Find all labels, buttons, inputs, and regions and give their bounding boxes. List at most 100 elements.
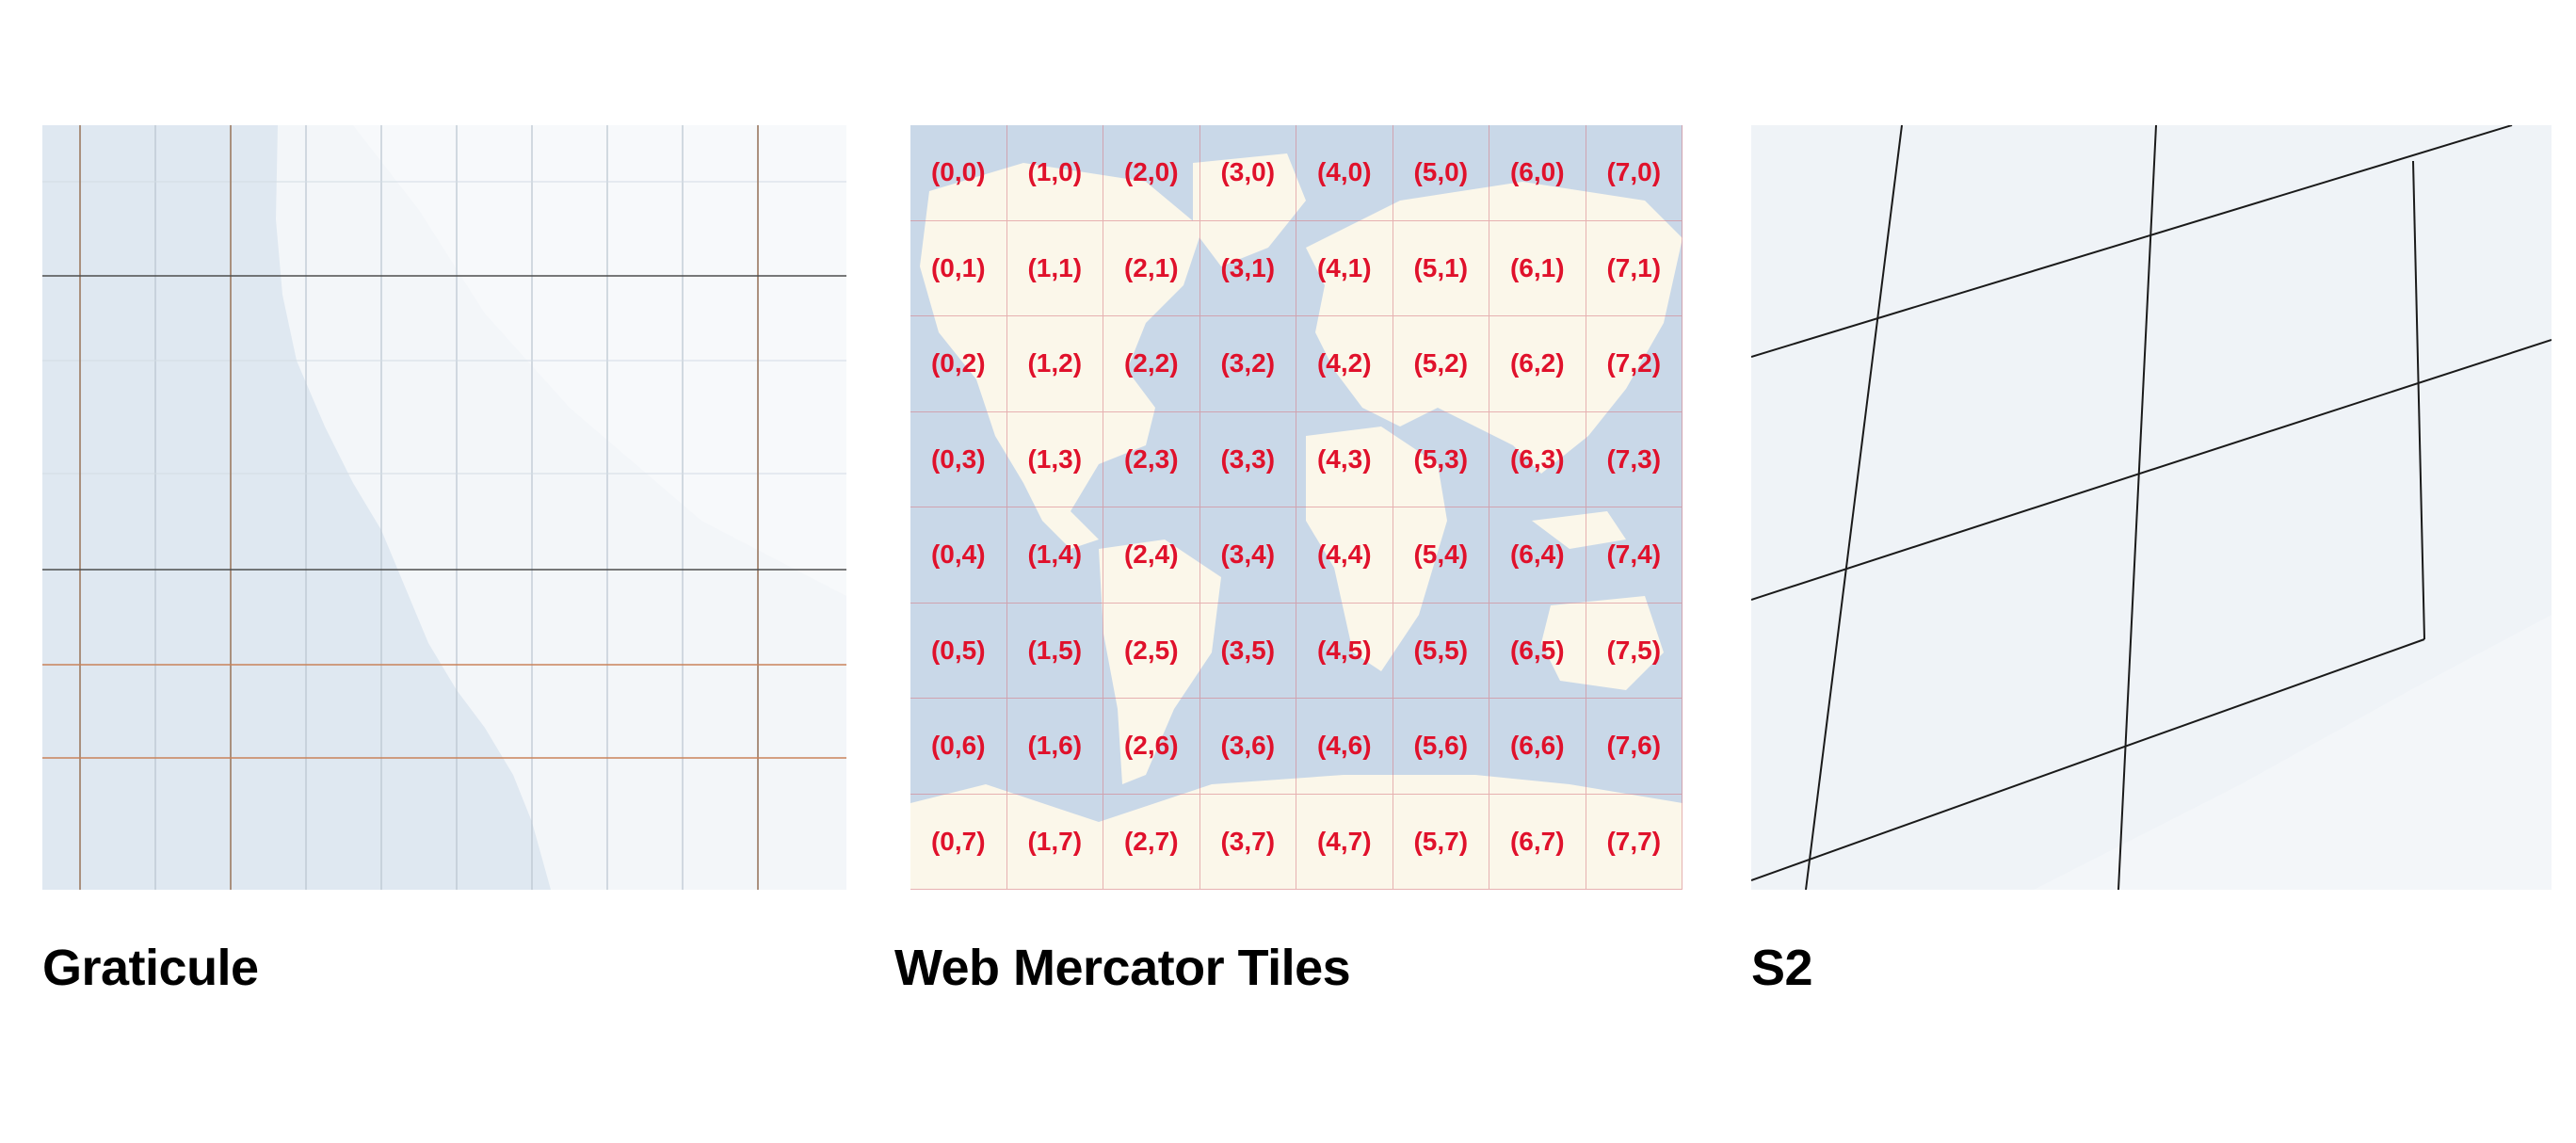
tile-coordinate-label: (0,6) xyxy=(930,731,986,761)
tile-coordinate-label: (2,2) xyxy=(1123,348,1179,378)
tile-cell: (4,5) xyxy=(1296,603,1393,699)
tile-coordinate-label: (0,5) xyxy=(930,635,986,665)
tile-coordinate-label: (7,5) xyxy=(1606,635,1662,665)
tile-cell: (7,0) xyxy=(1586,125,1682,221)
tile-cell: (1,1) xyxy=(1006,220,1103,316)
tile-coordinate-label: (7,7) xyxy=(1606,826,1662,856)
s2-cell-edges xyxy=(1751,125,2552,890)
tile-coordinate-label: (2,0) xyxy=(1123,157,1179,187)
tile-cell: (4,4) xyxy=(1296,507,1393,604)
tile-cell: (5,5) xyxy=(1393,603,1489,699)
tile-cell: (3,3) xyxy=(1199,411,1296,507)
tile-cell: (4,2) xyxy=(1296,316,1393,412)
tile-cell: (0,0) xyxy=(910,125,1007,221)
s2-caption: S2 xyxy=(1751,940,1813,996)
tile-coordinate-label: (5,5) xyxy=(1413,635,1469,665)
tile-coordinate-label: (0,3) xyxy=(930,443,986,474)
tile-coordinate-label: (5,6) xyxy=(1413,731,1469,761)
graticule-meridians xyxy=(79,125,759,890)
tile-coordinate-label: (4,3) xyxy=(1316,443,1372,474)
tile-coordinate-label: (6,5) xyxy=(1509,635,1565,665)
tile-coordinate-label: (1,5) xyxy=(1027,635,1083,665)
tile-cell: (5,3) xyxy=(1393,411,1489,507)
tile-cell: (0,1) xyxy=(910,220,1007,316)
tile-cell: (6,6) xyxy=(1489,699,1586,795)
tile-cell: (3,2) xyxy=(1199,316,1296,412)
tile-cell: (7,2) xyxy=(1586,316,1682,412)
tile-coordinate-label: (2,7) xyxy=(1123,826,1179,856)
tile-coordinate-label: (2,5) xyxy=(1123,635,1179,665)
tile-cell: (2,0) xyxy=(1103,125,1200,221)
tile-coordinate-label: (6,3) xyxy=(1509,443,1565,474)
tile-cell: (7,7) xyxy=(1586,794,1682,890)
tile-coordinate-label: (3,4) xyxy=(1220,539,1276,570)
tile-cell: (6,4) xyxy=(1489,507,1586,604)
tile-coordinate-label: (5,3) xyxy=(1413,443,1469,474)
tile-cell: (2,2) xyxy=(1103,316,1200,412)
tile-coordinate-label: (3,3) xyxy=(1220,443,1276,474)
tile-coordinate-label: (1,3) xyxy=(1027,443,1083,474)
tile-coordinate-label: (4,2) xyxy=(1316,348,1372,378)
tile-cell: (1,0) xyxy=(1006,125,1103,221)
tile-cell: (6,3) xyxy=(1489,411,1586,507)
tile-cell: (3,4) xyxy=(1199,507,1296,604)
tile-cell: (0,5) xyxy=(910,603,1007,699)
tile-coordinate-label: (5,1) xyxy=(1413,252,1469,282)
tile-coordinate-label: (5,4) xyxy=(1413,539,1469,570)
tile-coordinate-label: (5,0) xyxy=(1413,157,1469,187)
tile-coordinate-label: (4,4) xyxy=(1316,539,1372,570)
tile-cell: (1,3) xyxy=(1006,411,1103,507)
tile-coordinate-label: (2,4) xyxy=(1123,539,1179,570)
tile-coordinate-label: (6,1) xyxy=(1509,252,1565,282)
tile-cell: (3,1) xyxy=(1199,220,1296,316)
tile-coordinate-label: (3,2) xyxy=(1220,348,1276,378)
tile-coordinate-label: (6,2) xyxy=(1509,348,1565,378)
tile-cell: (4,0) xyxy=(1296,125,1393,221)
tile-coordinate-label: (3,0) xyxy=(1220,157,1276,187)
tile-cell: (4,3) xyxy=(1296,411,1393,507)
tile-coordinate-label: (7,3) xyxy=(1606,443,1662,474)
tile-cell: (3,7) xyxy=(1199,794,1296,890)
tile-cell: (1,4) xyxy=(1006,507,1103,604)
tile-coordinate-label: (7,4) xyxy=(1606,539,1662,570)
tile-coordinate-label: (4,7) xyxy=(1316,826,1372,856)
tile-coordinate-label: (6,0) xyxy=(1509,157,1565,187)
tile-cell: (0,2) xyxy=(910,316,1007,412)
web-mercator-caption: Web Mercator Tiles xyxy=(894,940,1351,996)
tile-cell: (6,7) xyxy=(1489,794,1586,890)
s2-cell-grid xyxy=(1751,125,2552,890)
tile-coordinate-label: (7,0) xyxy=(1606,157,1662,187)
tile-coordinate-label: (4,1) xyxy=(1316,252,1372,282)
tile-coordinate-label: (0,0) xyxy=(930,157,986,187)
tile-coordinate-label: (6,6) xyxy=(1509,731,1565,761)
tile-cell: (5,2) xyxy=(1393,316,1489,412)
tile-coordinate-label: (7,6) xyxy=(1606,731,1662,761)
tile-cell: (2,5) xyxy=(1103,603,1200,699)
tile-coordinate-label: (4,5) xyxy=(1316,635,1372,665)
world-map xyxy=(910,125,1682,890)
tile-cell: (5,6) xyxy=(1393,699,1489,795)
tile-cell: (2,7) xyxy=(1103,794,1200,890)
tile-cell: (0,4) xyxy=(910,507,1007,604)
tile-cell: (7,3) xyxy=(1586,411,1682,507)
tile-cell: (2,3) xyxy=(1103,411,1200,507)
tile-cell: (5,4) xyxy=(1393,507,1489,604)
tile-cell: (5,1) xyxy=(1393,220,1489,316)
tile-coordinate-label: (7,2) xyxy=(1606,348,1662,378)
tile-cell: (0,6) xyxy=(910,699,1007,795)
tile-coordinate-label: (0,2) xyxy=(930,348,986,378)
graticule-map xyxy=(42,125,846,890)
tile-cell: (2,4) xyxy=(1103,507,1200,604)
tile-grid: (0,0) (1,0) (2,0) (3,0) (4,0) (5,0) (6,0) (7,0)… xyxy=(910,125,1682,890)
tile-cell: (5,7) xyxy=(1393,794,1489,890)
tile-cell: (5,0) xyxy=(1393,125,1489,221)
web-mercator-panel: (0,0) (1,0) (2,0) (3,0) (4,0) (5,0) (6,0) (7,0)… xyxy=(910,125,1682,890)
tile-coordinate-label: (0,7) xyxy=(930,826,986,856)
tile-coordinate-label: (1,0) xyxy=(1027,157,1083,187)
tile-cell: (6,2) xyxy=(1489,316,1586,412)
tile-cell: (4,6) xyxy=(1296,699,1393,795)
tile-cell: (1,2) xyxy=(1006,316,1103,412)
tile-coordinate-label: (6,4) xyxy=(1509,539,1565,570)
tile-cell: (7,5) xyxy=(1586,603,1682,699)
tile-coordinate-label: (3,5) xyxy=(1220,635,1276,665)
